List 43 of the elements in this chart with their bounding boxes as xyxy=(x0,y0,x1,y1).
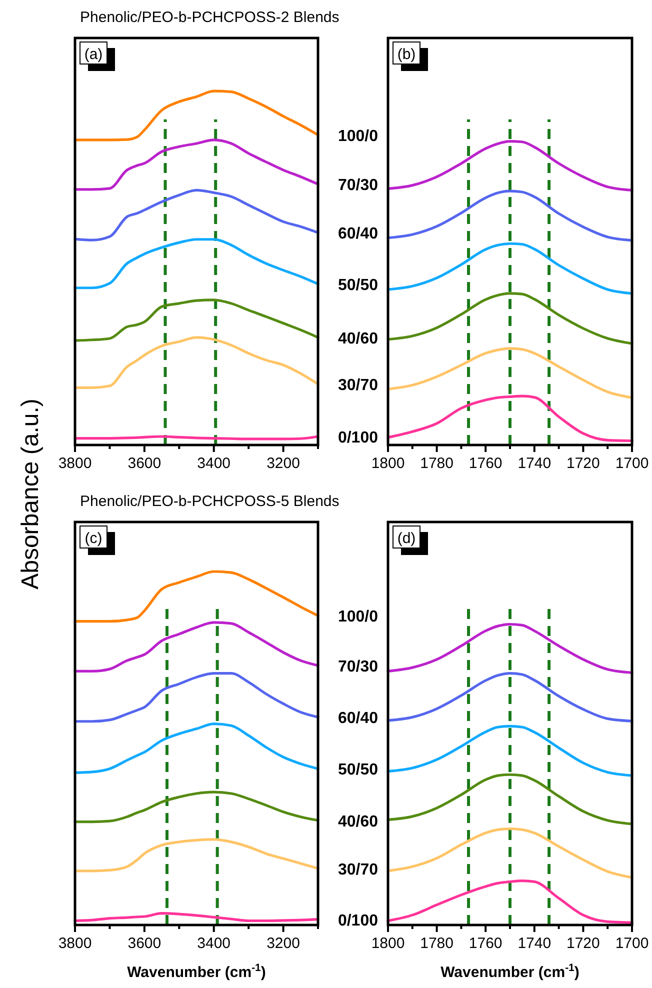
series-label: 60/40 xyxy=(338,226,378,243)
text: (b) xyxy=(397,46,416,63)
chart-title: Phenolic/PEO-b-PCHCPOSS-2 Blends xyxy=(80,9,340,26)
x-tick-label: 1780 xyxy=(420,455,454,472)
chart-title: Phenolic/PEO-b-PCHCPOSS-5 Blends xyxy=(80,493,340,510)
x-tick-label: 1740 xyxy=(518,455,552,472)
x-tick-label: 1800 xyxy=(371,935,405,952)
x-axis-title: Wavenumber (cm$^{-1}$) xyxy=(127,962,266,981)
x-tick-label: 1700 xyxy=(615,455,649,472)
x-tick-label: 3800 xyxy=(58,935,92,952)
series-label: 0/100 xyxy=(338,430,378,447)
series-label: 100/0 xyxy=(338,608,378,626)
y-axis-title: Absorbance (a.u.) xyxy=(17,398,44,590)
series-label: 100/0 xyxy=(338,128,378,145)
x-tick-label: 1780 xyxy=(420,935,454,952)
series-label: 60/40 xyxy=(338,710,378,728)
x-tick-label: 3600 xyxy=(128,935,162,952)
x-axis-title: Wavenumber (cm$^{-1}$) xyxy=(440,962,580,981)
text: (a) xyxy=(84,46,103,63)
x-tick-label: 3200 xyxy=(266,455,300,472)
series-label: 50/50 xyxy=(338,276,378,294)
text: (c) xyxy=(84,530,102,547)
series-label: 70/30 xyxy=(338,658,378,676)
x-tick-label: 1760 xyxy=(468,455,502,472)
series-label: 50/50 xyxy=(338,762,378,779)
series-label: 0/100 xyxy=(338,912,378,930)
x-tick-label: 1740 xyxy=(518,935,552,952)
x-tick-label: 1760 xyxy=(468,935,502,952)
x-tick-label: 3400 xyxy=(197,935,231,952)
x-tick-label: 1720 xyxy=(566,455,600,472)
series-label: 40/60 xyxy=(338,330,378,348)
x-tick-label: 1800 xyxy=(371,455,405,472)
x-tick-label: 3600 xyxy=(128,455,162,472)
series-label: 70/30 xyxy=(338,177,378,194)
series-label: 30/70 xyxy=(338,861,378,878)
series-label: 30/70 xyxy=(338,377,378,394)
x-tick-label: 3800 xyxy=(58,455,92,472)
x-tick-label: 3400 xyxy=(197,455,231,472)
x-tick-label: 1720 xyxy=(566,935,600,952)
x-tick-label: 3200 xyxy=(266,935,300,952)
text: (d) xyxy=(397,530,416,547)
series-label: 40/60 xyxy=(338,813,378,830)
x-tick-label: 1700 xyxy=(615,935,649,952)
